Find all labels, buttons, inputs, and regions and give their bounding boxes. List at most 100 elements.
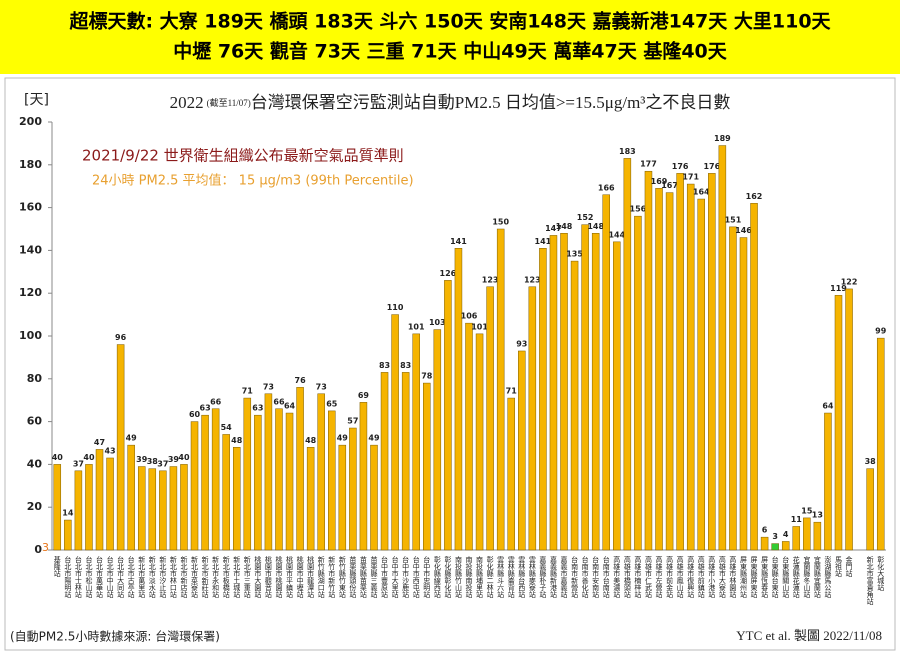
x-tick-label: 彰化縣線西站 — [433, 555, 441, 599]
bar — [296, 387, 304, 551]
x-tick-label: 新北市汐止站 — [159, 555, 167, 599]
title-main: 台灣環保署空污監測站自動PM2.5 日均值>=15.5μg/m³之不良日數 — [251, 93, 731, 112]
x-tick-label: 彰化縣二林站 — [486, 555, 494, 599]
x-tick-label: 台南市安南站 — [592, 555, 600, 599]
bar — [655, 188, 663, 551]
bar — [306, 447, 315, 551]
y-tick-label: 80 — [27, 372, 43, 385]
x-tick-label: 高雄市小港站 — [708, 555, 716, 599]
bar — [412, 333, 420, 551]
x-tick-label: 桃園市桃園站 — [275, 555, 283, 599]
x-tick-label: 宜蘭縣宜蘭站 — [813, 555, 821, 599]
value-label: 152 — [577, 213, 594, 222]
value-label: 151 — [725, 215, 742, 224]
value-label: 110 — [387, 303, 404, 312]
bar — [834, 295, 843, 551]
x-tick-label: 彰化縣彰化站 — [444, 555, 452, 599]
title-prefix: 2022 — [170, 93, 204, 112]
value-label: 183 — [619, 147, 636, 156]
value-label: 15 — [801, 506, 813, 515]
x-tick-label: 桃園市觀音站 — [264, 555, 272, 599]
value-label: 64 — [284, 402, 296, 411]
value-label: 40 — [178, 453, 190, 462]
footer-source: (自動PM2.5小時數據來源: 台灣環保署) — [10, 629, 220, 644]
value-label: 150 — [492, 218, 509, 227]
value-label: 38 — [147, 457, 159, 466]
x-tick-label: 高雄市林園站 — [729, 555, 737, 599]
bar — [518, 350, 526, 551]
x-tick-label: 高雄市鳳山站 — [676, 555, 684, 599]
value-label: 37 — [157, 459, 168, 468]
bar — [53, 464, 62, 551]
bar — [528, 286, 537, 551]
bar — [591, 233, 600, 551]
x-tick-label: 嘉義縣新港站 — [549, 555, 557, 599]
value-label: 146 — [735, 226, 752, 235]
x-tick-label: 雲林縣台西站 — [518, 556, 526, 599]
value-label: 141 — [450, 237, 467, 246]
value-label: 49 — [126, 434, 138, 443]
value-label: 54 — [221, 423, 233, 432]
bar — [222, 434, 230, 551]
bar — [729, 226, 737, 551]
x-tick-label: 彰化大城站 — [877, 555, 885, 592]
bar — [85, 464, 93, 551]
x-tick-label: 桃園市中壢站 — [296, 555, 304, 599]
x-tick-label: 高雄市仁武站 — [644, 555, 652, 599]
value-label: 83 — [400, 361, 411, 370]
bar — [549, 235, 558, 551]
value-label: 65 — [326, 399, 338, 408]
bar — [211, 408, 220, 551]
bar — [739, 237, 748, 551]
bar — [254, 414, 262, 551]
bar — [169, 466, 178, 551]
bar — [760, 536, 769, 551]
value-label: 147 — [545, 224, 562, 233]
bar — [570, 260, 579, 551]
x-tick-label: 新竹縣竹東站 — [338, 555, 346, 599]
x-tick-label: 台北市陽明站 — [64, 555, 72, 599]
bar — [824, 412, 832, 551]
value-label: 38 — [865, 457, 877, 466]
y-tick-label: 100 — [19, 329, 42, 342]
x-tick-label: 基隆站 — [53, 555, 61, 578]
bar — [159, 470, 167, 551]
y-tick-label: 200 — [19, 115, 42, 128]
annotation: 2021/9/22 世界衛生組織公布最新空氣品質準則 — [82, 147, 404, 165]
bar — [106, 457, 114, 551]
value-label: 144 — [608, 230, 625, 239]
x-tick-label: 新北市富貴角站 — [866, 555, 874, 606]
bar — [444, 280, 452, 551]
value-label: 122 — [841, 277, 858, 286]
x-tick-label: 台北市中山站 — [106, 555, 114, 599]
bar — [401, 372, 410, 551]
value-label: 66 — [210, 397, 222, 406]
bar — [644, 170, 653, 551]
x-tick-label: 金門站 — [845, 555, 853, 578]
x-tick-label: 桃園市大園站 — [254, 555, 262, 599]
bar — [148, 468, 157, 551]
value-label: 39 — [168, 455, 180, 464]
x-tick-label: 宜蘭縣冬山站 — [803, 555, 811, 599]
x-tick-label: 台北市大同站 — [117, 555, 125, 599]
value-label: 47 — [94, 438, 105, 447]
value-label: 63 — [252, 404, 263, 413]
x-tick-label: 台北市士林站 — [74, 555, 82, 599]
bar — [697, 198, 706, 551]
value-label: 141 — [535, 237, 552, 246]
bar — [539, 248, 547, 551]
bar — [708, 173, 716, 551]
bar — [264, 393, 273, 551]
value-label: 135 — [566, 250, 583, 259]
x-tick-label: 台中市沙鹿站 — [402, 555, 410, 599]
x-tick-label: 苗栗縣三義站 — [370, 556, 378, 599]
value-label: 93 — [516, 339, 527, 348]
bar — [581, 224, 589, 551]
value-label: 123 — [482, 275, 499, 284]
value-label: 103 — [429, 318, 446, 327]
bar — [634, 215, 642, 551]
x-tick-label: 高雄市左營站 — [655, 555, 663, 599]
bar — [602, 194, 610, 551]
value-label: 73 — [263, 382, 274, 391]
